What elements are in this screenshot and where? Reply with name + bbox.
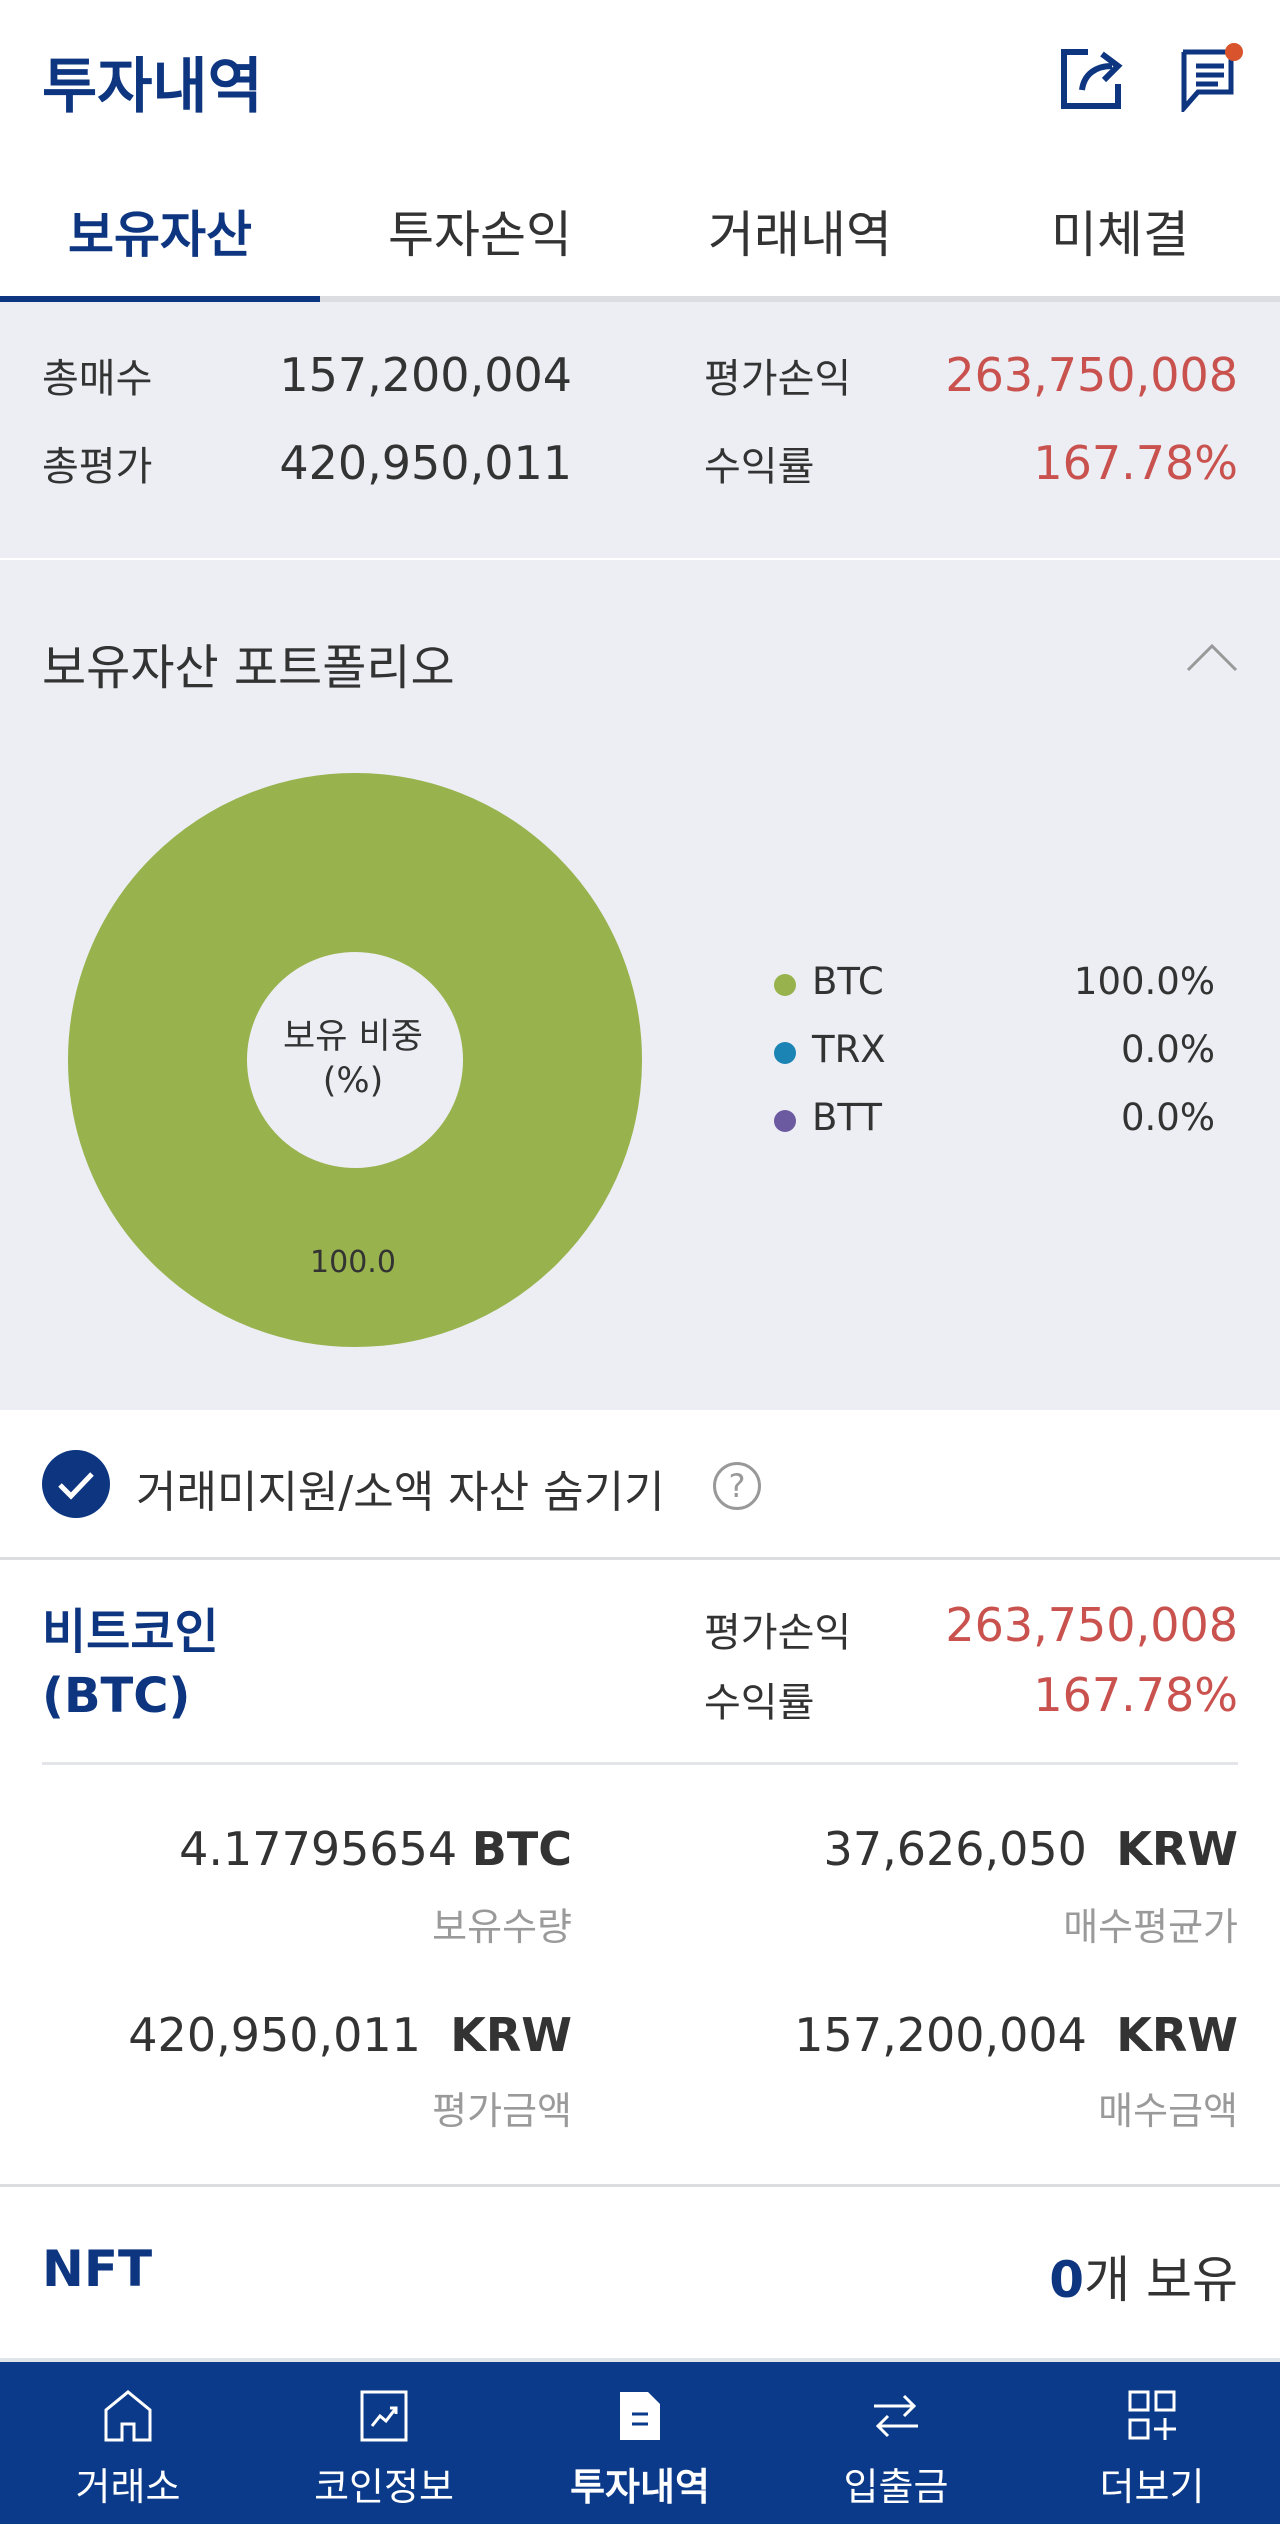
home-icon [104, 2390, 152, 2442]
donut-center-label: 보유 비중 (%) [238, 1015, 468, 1103]
buy: 157,200,004 [794, 2008, 1087, 2062]
buy-amount-value: 157,200,004 KRW [794, 2008, 1238, 2062]
hide-small-assets-row[interactable]: 거래미지원/소액 자산 숨기기 ? [0, 1410, 1280, 1560]
legend-dot [774, 1042, 796, 1064]
nav-label: 거래소 [75, 2465, 181, 2509]
nav-more[interactable]: 더보기 [1024, 2362, 1280, 2524]
nav-label: 코인정보 [314, 2465, 454, 2509]
help-icon[interactable]: ? [713, 1462, 761, 1510]
total-eval-value: 420,950,011 [279, 436, 572, 490]
tab-holdings[interactable]: 보유자산 [0, 180, 320, 302]
coin-rate-value: 167.78% [1033, 1668, 1238, 1722]
document-icon [620, 2392, 660, 2440]
summary-panel: 총매수 157,200,004 총평가 420,950,011 평가손익 263… [0, 302, 1280, 560]
nav-exchange[interactable]: 거래소 [0, 2362, 256, 2524]
buy-unit: KRW [1116, 2008, 1238, 2062]
legend-item-trx: TRX 0.0% [770, 1028, 1215, 1078]
checkbox-checked-icon[interactable] [42, 1450, 110, 1518]
nav-label: 더보기 [1099, 2465, 1205, 2509]
avg-price-label: 매수평균가 [1063, 1905, 1238, 1949]
center-label-line2: (%) [322, 1061, 384, 1101]
nav-deposit-withdraw[interactable]: 입출금 [768, 2362, 1024, 2524]
nft-count-suffix: 개 보유 [1084, 2251, 1238, 2309]
tab-profit-loss[interactable]: 투자손익 [388, 206, 572, 264]
portfolio-section: 보유자산 포트폴리오 보유 비중 (%) 100.0 BTC 100.0% TRX… [0, 560, 1280, 1410]
total-buy-label: 총매수 [42, 356, 153, 402]
eval-unit: KRW [450, 2008, 572, 2062]
nft-count-number: 0 [1049, 2251, 1085, 2309]
tab-transactions[interactable]: 거래내역 [708, 206, 892, 264]
coin-name-korean: 비트코인 [42, 1604, 219, 1660]
quantity-value: 4.17795654 BTC [179, 1822, 572, 1876]
rate-label: 수익률 [704, 444, 815, 490]
notice-icon[interactable] [1178, 42, 1244, 112]
eval-amount-value: 420,950,011 KRW [128, 2008, 572, 2062]
total-eval-label: 총평가 [42, 444, 153, 490]
slice-label-btc: 100.0 [310, 1245, 396, 1280]
legend-dot [774, 1110, 796, 1132]
share-icon[interactable] [1058, 46, 1126, 112]
buy-amount-label: 매수금액 [1098, 2089, 1238, 2133]
coin-symbol: (BTC) [42, 1668, 191, 1724]
rate-value: 167.78% [1033, 436, 1238, 490]
nft-count: 0개 보유 [1049, 2240, 1238, 2312]
bottom-nav: 거래소 코인정보 투자내역 입출금 더보기 [0, 2358, 1280, 2524]
nav-label: 입출금 [843, 2465, 949, 2509]
quantity-label: 보유수량 [432, 1905, 572, 1949]
coin-name[interactable]: 비트코인 (BTC) [42, 1600, 219, 1728]
page-title: 투자내역 [42, 52, 263, 122]
pnl-label: 평가손익 [704, 356, 852, 402]
avg-unit: KRW [1116, 1822, 1238, 1876]
tab-unfilled[interactable]: 미체결 [1051, 206, 1189, 264]
nav-label: 투자내역 [570, 2465, 710, 2509]
eval: 420,950,011 [128, 2008, 421, 2062]
transfer-arrows-icon [874, 2394, 918, 2438]
donut-slice-btc [68, 773, 642, 1347]
coin-pnl-value: 263,750,008 [945, 1598, 1238, 1652]
legend-name: BTC [812, 960, 884, 1003]
coin-rate-label: 수익률 [704, 1680, 815, 1726]
portfolio-title: 보유자산 포트폴리오 [42, 640, 455, 696]
eval-amount-label: 평가금액 [432, 2089, 572, 2133]
coin-pnl-label: 평가손익 [704, 1610, 852, 1656]
chevron-up-icon[interactable] [1186, 642, 1238, 672]
avg: 37,626,050 [823, 1822, 1087, 1876]
legend-name: BTT [812, 1096, 882, 1139]
legend-value: 100.0% [1073, 960, 1215, 1003]
pnl-value: 263,750,008 [945, 348, 1238, 402]
donut-chart [68, 773, 642, 1347]
tab-bar: 보유자산 투자손익 거래내역 미체결 [0, 180, 1280, 302]
qty: 4.17795654 [179, 1822, 458, 1876]
legend-value: 0.0% [1121, 1028, 1215, 1071]
avg-price-value: 37,626,050 KRW [824, 1822, 1238, 1876]
legend-item-btc: BTC 100.0% [770, 960, 1215, 1010]
total-buy-value: 157,200,004 [279, 348, 572, 402]
nav-coin-info[interactable]: 코인정보 [256, 2362, 512, 2524]
qty-unit: BTC [471, 1822, 572, 1876]
nft-label[interactable]: NFT [42, 2240, 153, 2298]
legend-dot [774, 974, 796, 996]
legend-value: 0.0% [1121, 1096, 1215, 1139]
center-label-line1: 보유 비중 [283, 1017, 423, 1057]
nav-investment-history[interactable]: 투자내역 [512, 2362, 768, 2524]
chart-icon [360, 2390, 408, 2442]
divider [42, 1762, 1238, 1765]
divider [0, 2184, 1280, 2187]
legend-item-btt: BTT 0.0% [770, 1096, 1215, 1146]
notification-dot [1225, 43, 1243, 61]
grid-plus-icon [1128, 2390, 1176, 2440]
hide-small-assets-label: 거래미지원/소액 자산 숨기기 [136, 1467, 665, 1518]
legend-name: TRX [812, 1028, 886, 1071]
